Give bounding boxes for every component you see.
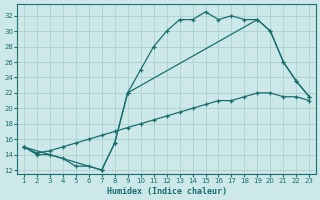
X-axis label: Humidex (Indice chaleur): Humidex (Indice chaleur) [107, 187, 227, 196]
